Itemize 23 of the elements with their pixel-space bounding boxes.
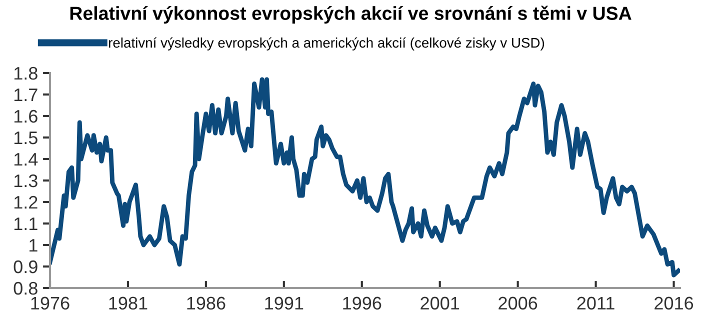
chart-title: Relativní výkonnost evropských akcií ve srovnání s těmi v USA (70, 6, 632, 24)
y-tick-label: 1.3 (14, 174, 38, 188)
x-tick-label: 2016 (654, 296, 694, 310)
y-tick-label: 1.4 (14, 153, 38, 166)
x-tick-label: 1981 (109, 296, 148, 310)
x-tick-label: 2011 (577, 296, 614, 310)
y-tick-label: 0.9 (14, 260, 38, 274)
x-tick-label: 1991 (265, 296, 304, 310)
y-tick-label: 1 (30, 239, 38, 252)
y-tick-label: 1.6 (14, 110, 38, 123)
y-tick-label: 1.1 (14, 218, 38, 230)
x-tick-label: 1976 (31, 296, 70, 310)
legend-label: relativní výsledky evropských a amerických akcií (celkové zisky v USD) (108, 37, 544, 50)
y-tick-label: 1.7 (14, 88, 38, 102)
y-tick-label: 1.2 (14, 196, 38, 209)
x-tick-label: 2006 (498, 296, 538, 310)
x-tick-label: 1986 (187, 296, 226, 310)
x-tick-label: 2001 (420, 296, 460, 310)
x-tick-label: 1996 (343, 296, 382, 310)
y-tick-label: 0.8 (14, 282, 38, 295)
y-tick-label: 1.8 (14, 66, 38, 80)
line-series (50, 77, 680, 278)
y-tick-label: 1.5 (14, 132, 38, 144)
